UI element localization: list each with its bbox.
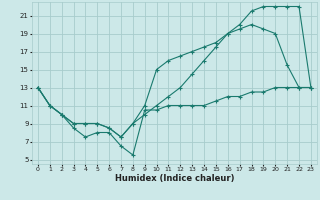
X-axis label: Humidex (Indice chaleur): Humidex (Indice chaleur) bbox=[115, 174, 234, 183]
